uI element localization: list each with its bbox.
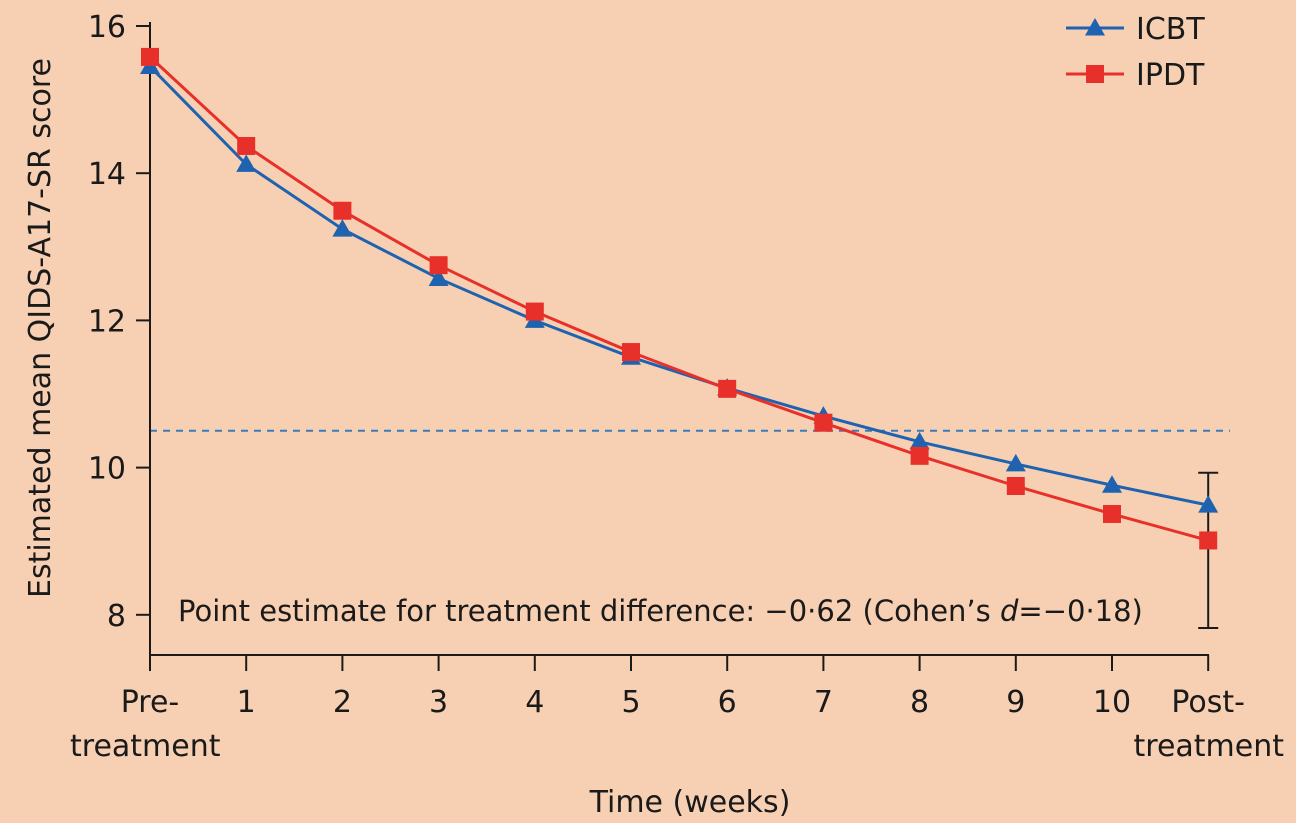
x-axis-title: Time (weeks) bbox=[589, 785, 791, 820]
y-tick-label: 12 bbox=[88, 304, 126, 339]
y-axis-title: Estimated mean QIDS-A17-SR score bbox=[23, 58, 58, 598]
y-tick-label: 16 bbox=[88, 10, 126, 45]
data-point-icbt bbox=[1198, 495, 1219, 513]
annotation-prefix: Point estimate for treatment difference:… bbox=[178, 594, 1000, 628]
series-line-ipdt bbox=[148, 55, 1209, 542]
x-tick-label: 7 bbox=[814, 685, 833, 720]
data-point-ipdt bbox=[237, 136, 256, 155]
data-point-ipdt bbox=[910, 446, 929, 465]
data-point-icbt bbox=[1005, 453, 1026, 472]
series-line-icbt bbox=[148, 65, 1209, 507]
legend-marker-icbt bbox=[1085, 18, 1105, 36]
data-point-ipdt bbox=[1006, 477, 1025, 495]
legend: ICBT IPDT bbox=[1066, 12, 1205, 93]
data-point-ipdt bbox=[525, 302, 544, 321]
data-point-ipdt bbox=[141, 47, 159, 66]
data-point-ipdt bbox=[814, 413, 833, 432]
data-point-icbt bbox=[909, 431, 930, 450]
x-tick-label: 2 bbox=[333, 685, 352, 720]
data-point-ipdt bbox=[1199, 531, 1218, 550]
data-point-icbt bbox=[332, 219, 353, 237]
x-tick-label: 6 bbox=[718, 685, 737, 720]
x-tick-label: 9 bbox=[1006, 685, 1025, 720]
y-tick-label: 14 bbox=[88, 157, 126, 192]
legend-marker-ipdt bbox=[1086, 65, 1104, 83]
series-ipdt bbox=[141, 47, 1218, 550]
legend-label-icbt: ICBT bbox=[1136, 12, 1205, 47]
y-tick-label: 10 bbox=[88, 452, 126, 487]
legend-label-ipdt: IPDT bbox=[1136, 58, 1205, 93]
x-tick-label: 10 bbox=[1093, 685, 1131, 720]
x-tick-label: Pre- bbox=[121, 685, 180, 720]
y-tick-label: 8 bbox=[107, 599, 126, 634]
annotation-italic: d bbox=[1000, 594, 1019, 628]
data-point-ipdt bbox=[429, 256, 448, 275]
data-point-icbt bbox=[236, 154, 257, 172]
data-point-ipdt bbox=[622, 343, 640, 362]
x-tick-label: Post- bbox=[1171, 685, 1245, 720]
x-tick-label: treatment bbox=[1134, 729, 1285, 764]
data-point-icbt bbox=[1102, 475, 1122, 493]
annotation-suffix: =−0·18) bbox=[1018, 594, 1142, 628]
x-tick-label: 3 bbox=[429, 685, 448, 720]
data-point-ipdt bbox=[718, 379, 737, 398]
data-point-icbt bbox=[428, 268, 449, 286]
legend-item-ipdt: IPDT bbox=[1066, 58, 1205, 93]
data-point-ipdt bbox=[1103, 504, 1121, 523]
data-point-ipdt bbox=[333, 201, 352, 220]
x-tick-label: 5 bbox=[621, 685, 640, 720]
x-tick-label: 4 bbox=[525, 685, 544, 720]
series-icbt bbox=[140, 56, 1219, 513]
x-tick-label: 8 bbox=[910, 685, 929, 720]
x-tick-label: 1 bbox=[237, 685, 256, 720]
legend-item-icbt: ICBT bbox=[1066, 12, 1205, 47]
x-tick-label: treatment bbox=[70, 729, 221, 764]
treatment-difference-annotation: Point estimate for treatment difference:… bbox=[178, 594, 1143, 628]
